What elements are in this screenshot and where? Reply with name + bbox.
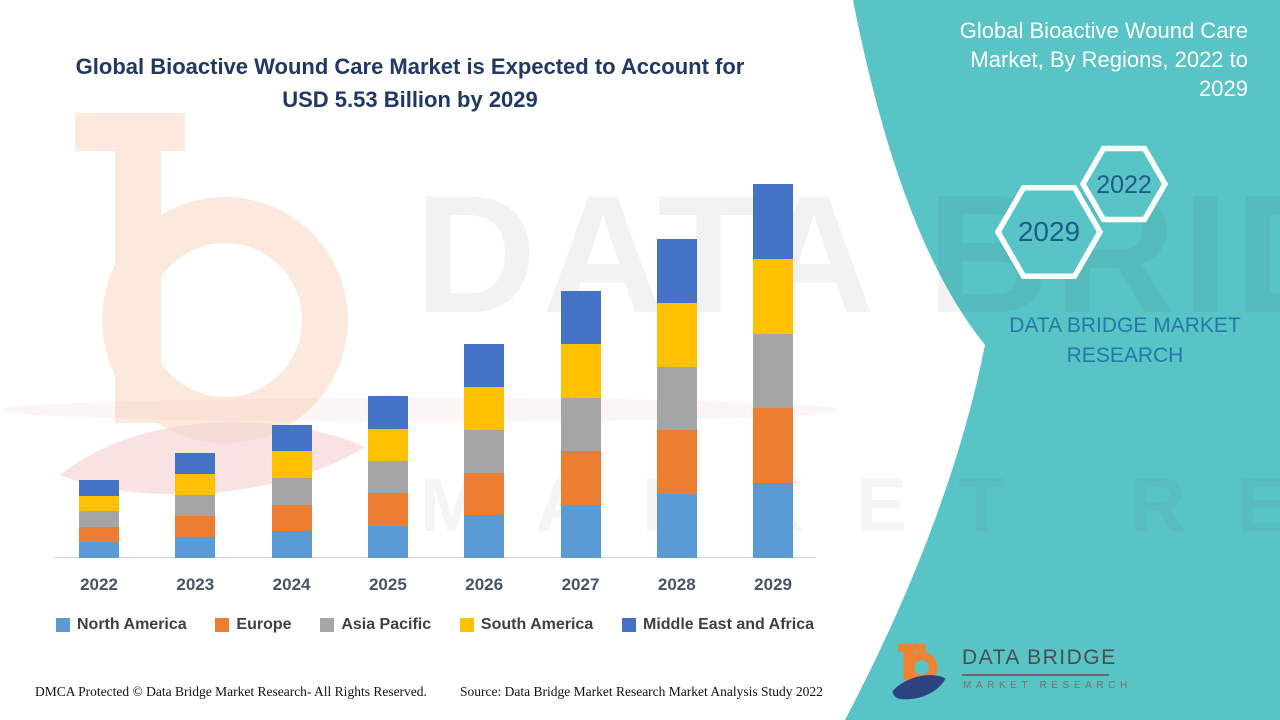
watermark-red-band: [0, 398, 840, 422]
bar-segment-2028-europe: [656, 430, 697, 495]
hexagon-2022-label: 2022: [1096, 171, 1152, 199]
bar-segment-2025-middle-east-and-africa: [367, 396, 408, 429]
x-axis-label-2022: 2022: [80, 575, 118, 594]
x-axis-label-2027: 2027: [561, 575, 600, 594]
side-panel-title-line2: Market, By Regions, 2022 to: [970, 47, 1248, 72]
bar-segment-2022-europe: [79, 526, 119, 543]
bar-segment-2026-north-america: [464, 515, 505, 558]
legend-item-middle-east-and-africa: Middle East and Africa: [622, 616, 814, 634]
bar-segment-2023-north-america: [175, 536, 216, 558]
bar-segment-2029-middle-east-and-africa: [753, 184, 794, 259]
logo-data-bridge-text: DATA BRIDGE: [962, 646, 1117, 669]
bar-segment-2025-asia-pacific: [367, 461, 408, 494]
bar-segment-2022-north-america: [79, 542, 119, 558]
x-axis-label-2025: 2025: [368, 575, 407, 594]
x-axis-label-2029: 2029: [754, 575, 792, 594]
footer-source-text: Source: Data Bridge Market Research Mark…: [460, 684, 823, 699]
bar-segment-2023-asia-pacific: [175, 494, 216, 516]
x-axis-label-2023: 2023: [176, 575, 215, 594]
x-axis-line: [54, 557, 816, 558]
bar-segment-2025-north-america: [367, 525, 408, 558]
bar-segment-2027-south-america: [560, 344, 601, 398]
chart-title-line1: Global Bioactive Wound Care Market is Ex…: [75, 54, 745, 79]
bar-segment-2024-north-america: [271, 531, 312, 558]
bar-segment-2024-middle-east-and-africa: [271, 424, 312, 452]
bar-segment-2024-europe: [271, 504, 312, 532]
side-panel-title-line1: Global Bioactive Wound Care: [959, 18, 1248, 43]
data-bridge-logo-icon: [892, 643, 946, 700]
logo-underline: [962, 674, 1109, 676]
legend-label-north-america: North America: [77, 616, 187, 633]
year-hexagons: 2029 2022: [994, 145, 1169, 279]
footer-dmca-text: DMCA Protected © Data Bridge Market Rese…: [35, 684, 427, 699]
hexagon-2022: [1079, 145, 1169, 223]
legend-swatch-asia-pacific: [320, 618, 335, 632]
bar-segment-2028-north-america: [656, 494, 697, 558]
bar-segment-2025-europe: [367, 493, 408, 526]
bar-segment-2024-south-america: [271, 451, 312, 479]
bar-segment-2029-north-america: [753, 483, 794, 558]
bar-segment-2022-asia-pacific: [79, 511, 119, 527]
bar-segment-2026-europe: [464, 472, 505, 516]
x-axis-label-2026: 2026: [465, 575, 504, 594]
legend-swatch-south-america: [459, 618, 474, 632]
bar-segment-2028-middle-east-and-africa: [656, 238, 697, 303]
bar-segment-2022-south-america: [79, 495, 119, 512]
chart-title-line2: USD 5.53 Billion by 2029: [282, 87, 538, 112]
legend-label-south-america: South America: [480, 616, 594, 633]
bar-segment-2026-middle-east-and-africa: [464, 344, 505, 388]
legend-swatch-north-america: [56, 618, 70, 632]
bar-segment-2026-south-america: [464, 387, 505, 430]
bar-segment-2029-asia-pacific: [753, 333, 794, 409]
bar-segment-2027-asia-pacific: [560, 397, 601, 452]
bar-segment-2025-south-america: [367, 428, 408, 462]
bar-segment-2023-middle-east-and-africa: [175, 452, 216, 474]
bar-segment-2026-asia-pacific: [464, 429, 505, 473]
side-panel-title-line3: 2029: [1199, 76, 1248, 101]
chart-title: Global Bioactive Wound Care Market is Ex…: [60, 50, 760, 116]
legend-swatch-middle-east-and-africa: [622, 618, 636, 632]
bar-segment-2024-asia-pacific: [271, 478, 312, 505]
x-axis-label-2028: 2028: [657, 575, 696, 594]
bar-segment-2029-europe: [753, 408, 794, 484]
bar-segment-2027-europe: [560, 451, 601, 505]
hexagon-2029-label: 2029: [1018, 216, 1080, 247]
legend-item-europe: Europe: [215, 616, 292, 634]
brand-caption-line2: RESEARCH: [1066, 344, 1184, 367]
legend-label-asia-pacific: Asia Pacific: [341, 616, 432, 633]
hexagon-2029: [994, 185, 1104, 279]
legend-label-europe: Europe: [236, 616, 292, 633]
chart-legend: North America Europe Asia Pacific South Ame…: [56, 616, 814, 634]
legend-item-south-america: South America: [459, 616, 594, 634]
legend-label-middle-east-and-africa: Middle East and Africa: [643, 616, 814, 633]
bar-segment-2029-south-america: [753, 258, 794, 334]
bar-segment-2027-north-america: [560, 504, 601, 558]
legend-item-asia-pacific: Asia Pacific: [320, 616, 431, 634]
bar-segment-2023-south-america: [175, 473, 216, 495]
legend-item-north-america: North America: [56, 616, 187, 634]
bar-segment-2028-south-america: [656, 302, 697, 367]
bar-segment-2027-middle-east-and-africa: [560, 290, 601, 345]
bar-segment-2028-asia-pacific: [656, 366, 697, 431]
side-panel-brand-caption: DATA BRIDGE MARKET RESEARCH: [985, 311, 1265, 371]
side-panel-title: Global Bioactive Wound Care Market, By R…: [908, 16, 1248, 103]
bar-segment-2023-europe: [175, 515, 216, 537]
brand-caption-line1: DATA BRIDGE MARKET: [1009, 314, 1241, 337]
logo-market-research-text: MARKET RESEARCH: [963, 680, 1132, 691]
x-axis-label-2024: 2024: [272, 575, 311, 594]
legend-swatch-europe: [215, 618, 230, 632]
bar-segment-2022-middle-east-and-africa: [79, 480, 119, 496]
